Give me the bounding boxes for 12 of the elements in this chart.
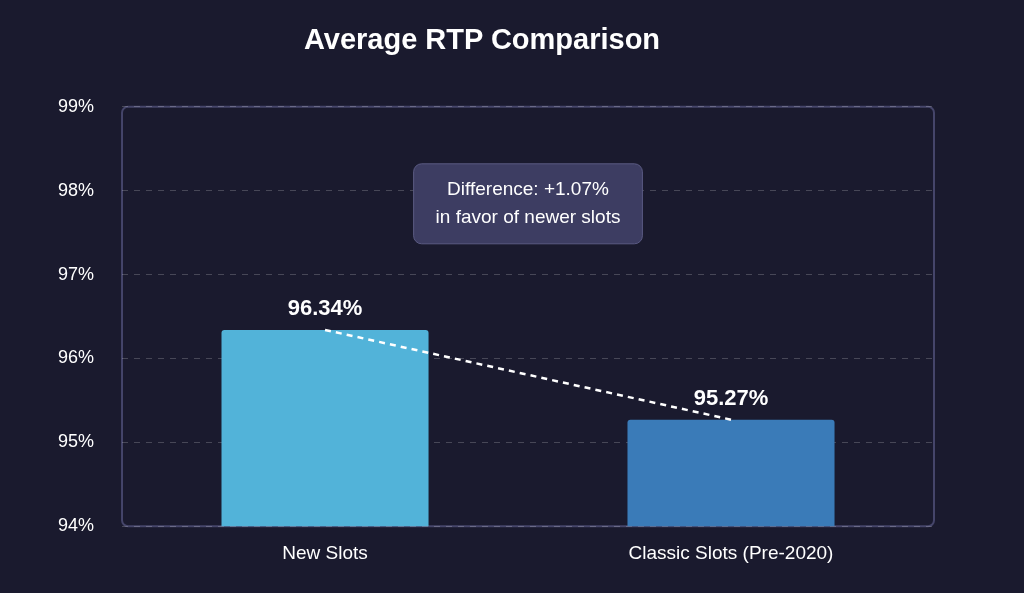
x-tick-label: New Slots [282, 541, 368, 563]
annotation: Difference: +1.07% in favor of newer slots [435, 178, 621, 228]
y-tick-label: 97% [58, 263, 95, 284]
y-tick-label: 96% [58, 347, 95, 368]
data-label: 95.27% [693, 384, 769, 410]
y-tick-label: 98% [58, 179, 95, 200]
y-tick-label: 95% [58, 431, 95, 452]
y-tick-label: 94% [58, 515, 95, 536]
data-label: 96.34% [287, 294, 363, 320]
y-tick-label: 99% [58, 95, 95, 116]
chart-title: Average RTP Comparison [303, 23, 661, 56]
x-tick-label: Classic Slots (Pre-2020) [628, 541, 834, 563]
